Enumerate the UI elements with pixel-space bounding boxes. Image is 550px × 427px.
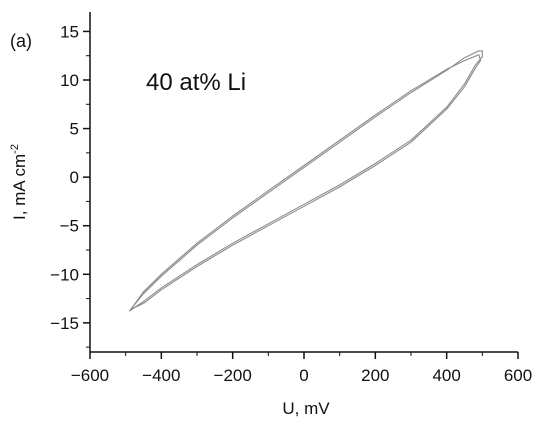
x-tick-label: 200 bbox=[361, 366, 389, 385]
composition-annotation: 40 at% Li bbox=[146, 69, 246, 96]
x-tick-label: 600 bbox=[504, 366, 532, 385]
axis-ticks: −600 −400 −200 0 200 400 600 −15 −10 −5 0 5 10 15 bbox=[50, 22, 532, 385]
x-tick-label: 0 bbox=[299, 366, 308, 385]
x-tick-label: −400 bbox=[142, 366, 180, 385]
panel-label: (a) bbox=[10, 31, 32, 51]
y-tick-label: 0 bbox=[70, 168, 79, 187]
x-tick-label: −200 bbox=[214, 366, 252, 385]
series-loop-1 bbox=[128, 50, 483, 312]
y-axis-title-text: I, mA cm bbox=[10, 154, 29, 220]
x-tick-label: 400 bbox=[432, 366, 460, 385]
y-axis-title-superscript: -2 bbox=[9, 144, 21, 154]
y-axis-title: I, mA cm-2 bbox=[9, 144, 29, 220]
x-tick-label: −600 bbox=[71, 366, 109, 385]
y-tick-label: 15 bbox=[60, 22, 79, 41]
y-tick-label: −15 bbox=[50, 314, 79, 333]
series-loop-2 bbox=[130, 54, 482, 310]
y-tick-label: 10 bbox=[60, 71, 79, 90]
y-tick-label: −5 bbox=[60, 217, 79, 236]
plot-lines bbox=[128, 50, 483, 312]
y-tick-label: 5 bbox=[70, 120, 79, 139]
y-tick-label: −10 bbox=[50, 265, 79, 284]
x-axis-title: U, mV bbox=[282, 399, 330, 418]
